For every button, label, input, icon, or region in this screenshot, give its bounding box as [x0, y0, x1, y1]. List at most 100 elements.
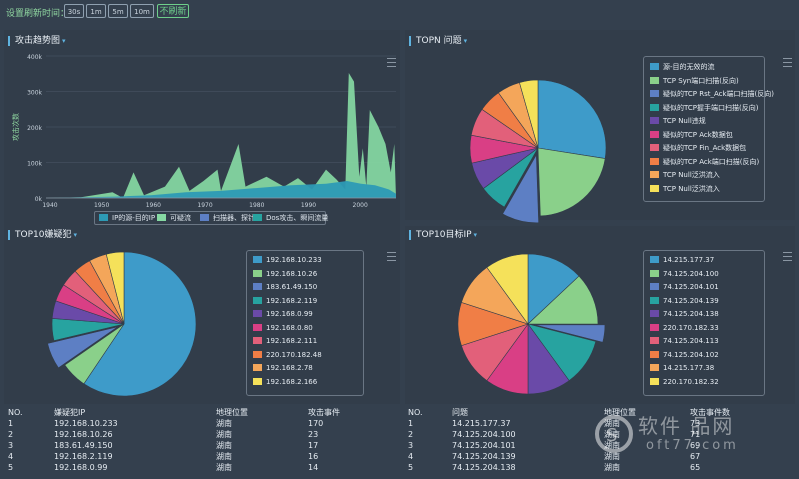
table-row[interactable]: 3 74.125.204.101 湖南 69 — [408, 440, 794, 451]
table-cell: 71 — [690, 430, 701, 439]
table-row[interactable]: 1 14.215.177.37 湖南 73 — [408, 418, 794, 429]
menu-icon[interactable] — [387, 58, 396, 67]
watermark-logo-icon: S — [595, 415, 633, 453]
legend-item[interactable]: 74.125.204.102 — [650, 350, 719, 361]
refresh-10m-button[interactable]: 10m — [130, 4, 154, 18]
legend-item[interactable]: 192.168.2.119 — [253, 296, 318, 307]
legend-swatch — [650, 157, 659, 165]
legend-item[interactable]: TCP Null违规 — [650, 116, 706, 126]
x-tick-label: 1970 — [197, 202, 212, 209]
refresh-1m-button[interactable]: 1m — [86, 4, 106, 18]
legend-swatch — [253, 323, 262, 331]
target-table: NO. 问题 地理位置 攻击事件数 1 14.215.177.37 湖南 73 2 74.… — [408, 406, 794, 473]
legend-label: 疑似的TCP Ack数据包 — [663, 130, 733, 139]
topn-pie — [469, 79, 607, 224]
table-cell: 湖南 — [216, 452, 232, 461]
legend-item[interactable]: 源-目的无效的流 — [650, 62, 715, 72]
col-header: 攻击事件数 — [690, 407, 730, 417]
legend-item[interactable]: TCP Null泛洪流入 — [650, 170, 720, 180]
table-cell: 74.125.204.139 — [452, 452, 516, 461]
legend-item[interactable]: 220.170.182.33 — [650, 323, 719, 334]
legend-item[interactable]: 74.125.204.138 — [650, 310, 719, 320]
menu-icon[interactable] — [387, 252, 396, 261]
table-row[interactable]: 1 192.168.10.233 湖南 170 — [8, 418, 400, 429]
refresh-5m-button[interactable]: 5m — [108, 4, 128, 18]
legend-label: 220.170.182.33 — [663, 323, 719, 332]
table-cell: 170 — [308, 419, 324, 428]
y-tick-label: 0k — [35, 196, 43, 203]
legend-item[interactable]: 220.170.182.48 — [253, 350, 322, 361]
table-cell: 5 — [8, 463, 14, 472]
legend-item[interactable]: 183.61.49.150 — [253, 283, 317, 293]
table-row[interactable]: 4 192.168.2.119 湖南 16 — [8, 451, 400, 462]
legend-item[interactable]: 74.125.204.100 — [650, 269, 719, 280]
table-cell: 湖南 — [604, 430, 620, 439]
table-row[interactable]: 2 192.168.10.26 湖南 23 — [8, 429, 400, 440]
legend-swatch — [650, 117, 659, 124]
legend-item[interactable]: 74.125.204.139 — [650, 296, 719, 307]
table-row[interactable]: 4 74.125.204.139 湖南 67 — [408, 451, 794, 462]
legend-item[interactable]: 220.170.182.32 — [650, 377, 719, 388]
menu-icon[interactable] — [783, 58, 792, 67]
legend-label: 74.125.204.139 — [663, 296, 719, 305]
table-cell: 3 — [408, 441, 414, 450]
legend-item[interactable]: 可疑流 — [157, 213, 191, 223]
legend-swatch — [253, 256, 262, 263]
legend-label: 192.168.2.166 — [266, 377, 318, 386]
legend-item[interactable]: 74.125.204.101 — [650, 283, 719, 293]
table-row[interactable]: 5 192.168.0.99 湖南 14 — [8, 462, 400, 473]
legend-label: 疑似的TCP Fin_Ack数据包 — [663, 144, 747, 152]
topn-legend: 源-目的无效的流 TCP Syn端口扫描(反向) 疑似的TCP Rst_Ack端口扫… — [643, 56, 774, 202]
legend-item[interactable]: 192.168.0.80 — [253, 323, 313, 334]
legend-label: 192.168.2.119 — [266, 296, 318, 305]
table-row[interactable]: 2 74.125.204.100 湖南 71 — [408, 429, 794, 440]
no-refresh-button[interactable]: 不刷新 — [157, 4, 189, 18]
watermark: S 软件 品网 oft77.com — [590, 406, 790, 476]
refresh-label: 设置刷新时间： — [6, 9, 70, 19]
legend-swatch — [650, 269, 659, 277]
legend-label: 192.168.2.111 — [266, 337, 318, 345]
table-row[interactable]: 5 74.125.204.138 湖南 65 — [408, 462, 794, 473]
table-cell: 74.125.204.100 — [452, 430, 516, 439]
table-cell: 4 — [408, 452, 414, 461]
legend-item[interactable]: 疑似的TCP握手端口扫描(反向) — [650, 103, 758, 113]
legend-item[interactable]: 疑似的TCP Fin_Ack数据包 — [650, 143, 746, 153]
legend-swatch — [650, 184, 659, 192]
table-row[interactable]: 3 183.61.49.150 湖南 17 — [8, 440, 400, 451]
table-cell: 2 — [408, 430, 414, 439]
table-cell: 4 — [8, 452, 14, 461]
legend-item[interactable]: 192.168.2.111 — [253, 337, 317, 347]
area-series-src-dst-ip — [46, 181, 396, 198]
y-tick-label: 300k — [27, 90, 42, 97]
legend-item[interactable]: 疑似的TCP Ack端口扫描(反向) — [650, 157, 759, 167]
x-tick-label: 2000 — [353, 202, 368, 209]
legend-item[interactable]: 疑似的TCP Rst_Ack端口扫描(反向) — [650, 89, 774, 99]
table-cell: 192.168.10.233 — [54, 419, 118, 428]
legend-item[interactable]: 192.168.10.26 — [253, 269, 317, 280]
target-slice — [527, 275, 599, 325]
legend-item[interactable]: 疑似的TCP Ack数据包 — [650, 130, 733, 140]
table-cell: 23 — [308, 430, 319, 439]
top10-suspect-title: TOP10嫌疑犯 ▾ — [8, 230, 77, 240]
legend-item[interactable]: Dos攻击、瞬间流量 — [253, 213, 328, 223]
legend-item[interactable]: 14.215.177.37 — [650, 256, 714, 266]
legend-swatch — [650, 310, 659, 317]
legend-item[interactable]: IP的源-目的IP — [99, 213, 155, 223]
y-axis-title: 攻击次数 — [11, 113, 20, 141]
legend-item[interactable]: TCP Null泛洪流入 — [650, 184, 720, 194]
legend-label: 74.125.204.100 — [663, 269, 719, 278]
legend-item[interactable]: TCP Syn端口扫描(反向) — [650, 76, 739, 86]
legend-item[interactable]: 74.125.204.113 — [650, 337, 719, 347]
legend-item[interactable]: 192.168.2.78 — [253, 364, 313, 374]
legend-item[interactable]: 192.168.2.166 — [253, 377, 318, 388]
menu-icon[interactable] — [783, 252, 792, 261]
legend-item[interactable]: 192.168.0.99 — [253, 310, 313, 320]
legend-item[interactable]: 192.168.10.233 — [253, 256, 322, 266]
table-cell: 183.61.49.150 — [54, 441, 113, 450]
table-cell: 74.125.204.138 — [452, 463, 516, 472]
legend-swatch — [650, 103, 659, 111]
trend-legend: IP的源-目的IP 可疑流 扫描器、探针 Dos攻击、瞬间流量 — [94, 211, 328, 225]
legend-item[interactable]: 扫描器、探针 — [200, 213, 255, 223]
refresh-30s-button[interactable]: 30s — [64, 4, 84, 18]
legend-item[interactable]: 14.215.177.38 — [650, 364, 714, 374]
